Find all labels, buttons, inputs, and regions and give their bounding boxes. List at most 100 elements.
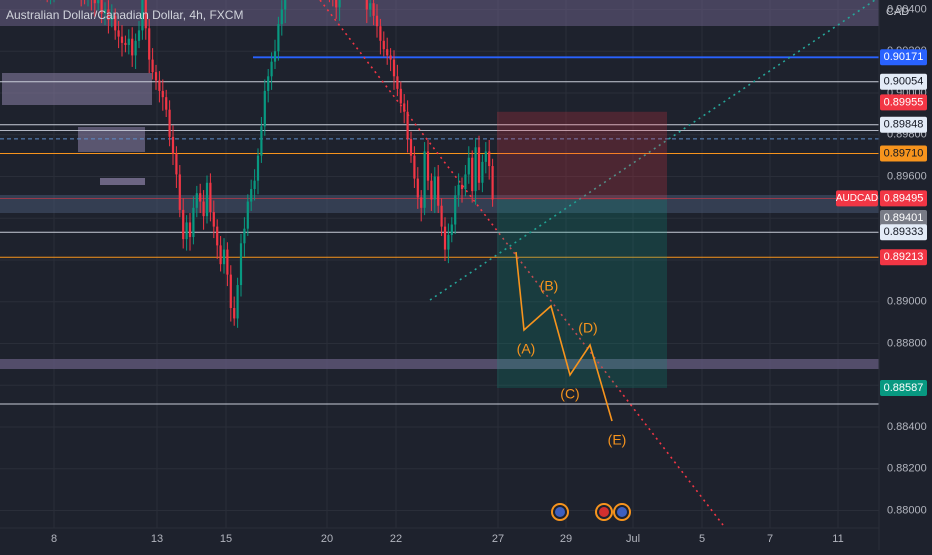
price-label: 0.89333 xyxy=(884,226,924,238)
wave-label: (A) xyxy=(517,341,536,357)
candle-body xyxy=(239,243,243,286)
x-tick-label: Jul xyxy=(626,533,640,545)
candle-body xyxy=(484,151,487,162)
price-label: 0.90171 xyxy=(884,51,924,63)
currency-label: CAD xyxy=(886,6,909,18)
y-tick-label: 0.88400 xyxy=(887,421,927,433)
event-dot xyxy=(555,507,565,517)
price-label: 0.89213 xyxy=(884,251,924,263)
candle-body xyxy=(110,15,113,20)
candle-body xyxy=(379,26,382,41)
event-dot xyxy=(599,507,609,517)
candle-body xyxy=(267,76,270,91)
y-tick-label: 0.90400 xyxy=(887,3,927,15)
candle-body xyxy=(219,245,222,265)
candle-body xyxy=(260,126,263,156)
candle-body xyxy=(382,40,385,50)
candle-body xyxy=(103,9,107,14)
time-scale-background xyxy=(0,528,879,550)
candle-body xyxy=(369,3,372,10)
chart-title: Australian Dollar/Canadian Dollar, 4h, F… xyxy=(6,8,244,22)
candle-body xyxy=(450,224,453,235)
y-tick-label: 0.89600 xyxy=(887,170,927,182)
x-tick-label: 11 xyxy=(832,533,843,545)
candle-body xyxy=(175,153,178,175)
candle-body xyxy=(134,40,137,56)
candle-body xyxy=(433,176,436,200)
candles-group xyxy=(39,0,494,328)
candle-body xyxy=(375,15,379,27)
price-label-bg xyxy=(880,379,927,396)
price-label-bg xyxy=(880,224,927,241)
candle-body xyxy=(454,195,457,225)
candle-body xyxy=(236,285,239,319)
price-label: 0.89495 xyxy=(884,192,924,204)
support-zone-bottom xyxy=(0,359,879,369)
candle-body xyxy=(409,138,413,156)
price-label-bg xyxy=(880,49,927,66)
candle-body xyxy=(477,147,481,183)
x-tick-label: 27 xyxy=(492,533,504,545)
candle-body xyxy=(280,9,283,25)
candle-body xyxy=(185,222,188,240)
candle-body xyxy=(114,15,117,31)
candle-body xyxy=(107,9,110,20)
candle-body xyxy=(389,55,392,60)
candle-body xyxy=(443,226,447,250)
candle-body xyxy=(137,30,141,41)
candle-body xyxy=(212,211,215,227)
price-label: 0.88587 xyxy=(884,382,924,394)
candle-body xyxy=(117,30,120,37)
candle-body xyxy=(158,80,161,91)
candle-body xyxy=(120,36,124,43)
x-tick-label: 15 xyxy=(220,533,232,545)
candle-body xyxy=(93,0,96,4)
candle-body xyxy=(168,109,171,137)
candle-body xyxy=(222,249,226,265)
x-tick-label: 22 xyxy=(390,533,402,545)
candle-body xyxy=(335,0,338,8)
price-label-bg xyxy=(880,145,927,162)
candle-body xyxy=(386,49,389,56)
supply-zone-band xyxy=(0,195,879,213)
candle-body xyxy=(154,72,158,81)
candle-body xyxy=(124,42,127,45)
candle-body xyxy=(270,61,273,77)
candle-body xyxy=(246,201,249,229)
symbol-tag: AUDCAD xyxy=(836,193,878,204)
candle-body xyxy=(144,0,147,29)
price-scale-background xyxy=(879,0,932,550)
x-tick-label: 29 xyxy=(560,533,572,545)
candle-body xyxy=(192,207,195,238)
candle-body xyxy=(392,59,396,77)
descending-trendline xyxy=(319,0,724,526)
x-tick-label: 13 xyxy=(151,533,163,545)
candle-body xyxy=(426,151,430,181)
candle-body xyxy=(188,222,192,238)
x-tick-label: 8 xyxy=(51,533,57,545)
candle-body xyxy=(460,184,464,190)
candle-body xyxy=(216,226,219,246)
price-label: 0.90054 xyxy=(884,76,924,88)
candle-body xyxy=(416,178,419,198)
candle-body xyxy=(491,166,494,200)
price-label-bg xyxy=(880,190,927,207)
candle-body xyxy=(199,193,202,202)
x-tick-label: 7 xyxy=(767,533,773,545)
price-label-bg xyxy=(880,94,927,111)
candle-body xyxy=(205,182,209,217)
x-tick-label: 20 xyxy=(321,533,333,545)
y-tick-label: 0.88800 xyxy=(887,337,927,349)
elliott-wave-path xyxy=(515,251,613,422)
candle-body xyxy=(127,38,130,45)
price-label-bg xyxy=(880,210,927,227)
symbol-tag-bg xyxy=(836,190,878,207)
candle-body xyxy=(399,88,402,104)
stop-loss-zone xyxy=(497,111,667,200)
candle-body xyxy=(284,0,287,10)
price-label: 0.89401 xyxy=(884,212,924,224)
y-tick-label: 0.89000 xyxy=(887,296,927,308)
price-label: 0.89848 xyxy=(884,119,924,131)
